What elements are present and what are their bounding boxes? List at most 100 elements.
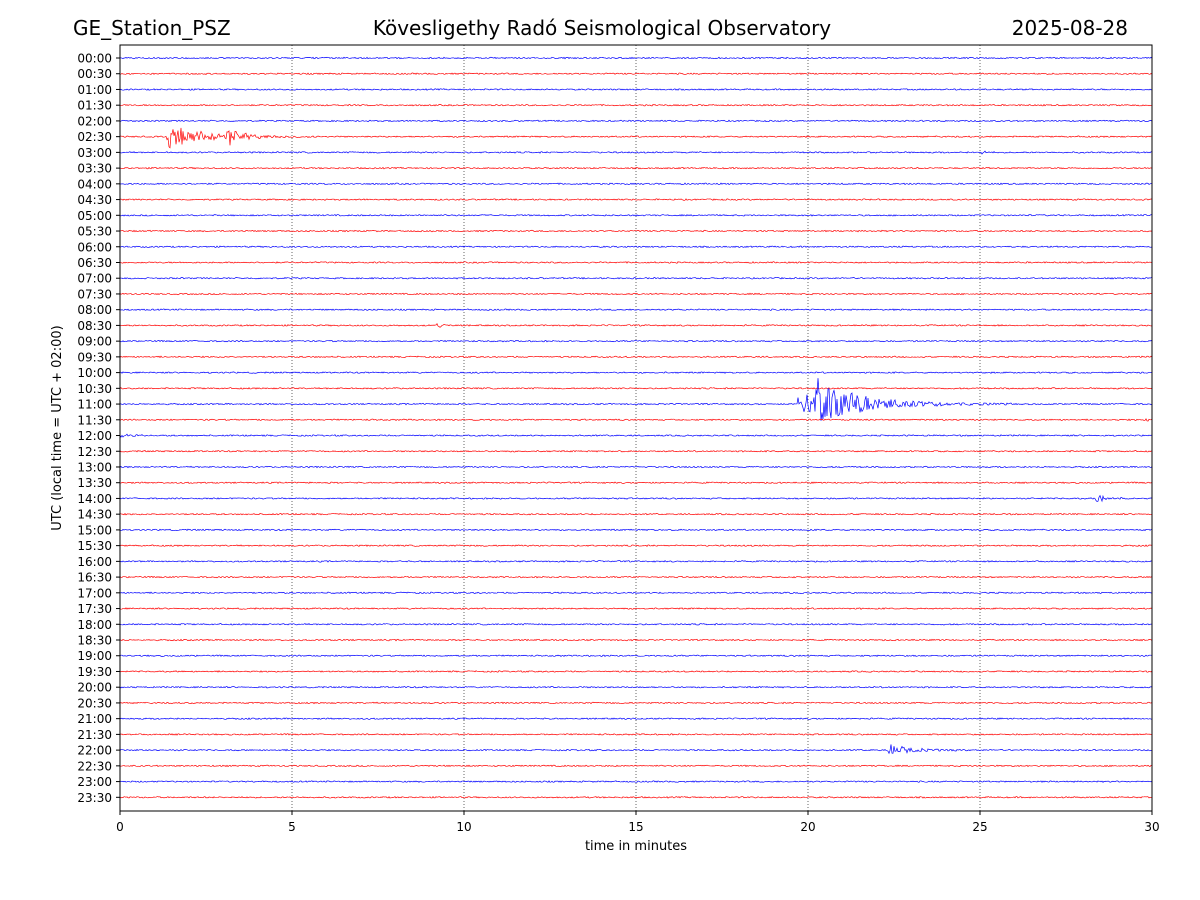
trace-rows	[119, 56, 1153, 799]
y-tick-label: 04:30	[77, 193, 112, 207]
y-tick-label: 03:00	[77, 146, 112, 160]
trace-row	[119, 591, 1153, 595]
trace-row	[119, 150, 1153, 155]
x-tick-label: 15	[628, 820, 643, 834]
y-tick-label: 14:00	[77, 492, 112, 506]
trace-row	[119, 654, 1153, 658]
y-tick-label: 07:30	[77, 287, 112, 301]
y-tick-label: 15:00	[77, 523, 112, 537]
trace-row	[119, 780, 1153, 783]
y-tick-label: 19:00	[77, 649, 112, 663]
x-tick-label: 30	[1144, 820, 1159, 834]
observatory-title: Kövesligethy Radó Seismological Observat…	[372, 16, 832, 40]
y-tick-label: 04:00	[77, 177, 112, 191]
y-tick-label: 22:00	[77, 744, 112, 758]
y-axis-label: UTC (local time = UTC + 02:00)	[50, 325, 65, 530]
x-axis-ticks: 0 5 10 15 20 25 30	[116, 811, 1160, 834]
trace-row	[119, 560, 1153, 563]
trace-row	[119, 88, 1153, 91]
y-tick-label: 14:30	[77, 508, 112, 522]
trace-row	[119, 685, 1153, 689]
y-tick-label: 08:00	[77, 303, 112, 317]
trace-row	[119, 323, 1153, 328]
trace-row	[119, 494, 1153, 503]
trace-row	[119, 103, 1153, 107]
trace-row	[119, 276, 1153, 280]
trace-row	[119, 339, 1153, 343]
trace-row	[119, 701, 1153, 705]
trace-row	[119, 213, 1153, 217]
trace-row	[119, 378, 1153, 421]
trace-row	[119, 465, 1153, 469]
trace-row	[119, 623, 1153, 626]
y-tick-label: 22:30	[77, 759, 112, 773]
station-title: GE_Station_PSZ	[73, 16, 231, 40]
y-tick-label: 03:30	[77, 162, 112, 176]
y-tick-label: 11:00	[77, 398, 112, 412]
x-tick-label: 20	[800, 820, 815, 834]
trace-row	[119, 245, 1153, 249]
y-tick-label: 13:30	[77, 476, 112, 490]
trace-row	[119, 733, 1153, 736]
trace-row	[119, 575, 1153, 579]
trace-row	[119, 229, 1153, 233]
y-tick-label: 15:30	[77, 539, 112, 553]
y-tick-label: 05:00	[77, 209, 112, 223]
y-tick-label: 18:00	[77, 618, 112, 632]
trace-row	[119, 119, 1153, 123]
y-tick-label: 20:30	[77, 696, 112, 710]
y-tick-label: 17:30	[77, 602, 112, 616]
y-tick-label: 23:30	[77, 791, 112, 805]
trace-row	[119, 544, 1153, 547]
x-tick-label: 0	[116, 820, 124, 834]
trace-row	[119, 512, 1153, 516]
trace-row	[119, 433, 1153, 438]
y-tick-label: 11:30	[77, 413, 112, 427]
trace-row	[119, 355, 1153, 359]
trace-row	[119, 744, 1153, 755]
x-tick-label: 5	[288, 820, 296, 834]
trace-row	[119, 308, 1153, 311]
trace-row	[119, 127, 1153, 149]
trace-row	[119, 292, 1153, 296]
trace-row	[119, 796, 1153, 799]
y-tick-label: 01:00	[77, 83, 112, 97]
y-tick-label: 19:30	[77, 665, 112, 679]
x-axis-label: time in minutes	[585, 839, 687, 854]
trace-row	[119, 449, 1153, 453]
trace-row	[119, 638, 1153, 642]
y-tick-label: 17:00	[77, 586, 112, 600]
trace-row	[119, 528, 1153, 532]
x-tick-label: 25	[972, 820, 987, 834]
y-tick-label: 12:00	[77, 429, 112, 443]
y-tick-label: 07:00	[77, 272, 112, 286]
date-title: 2025-08-28	[1011, 16, 1128, 40]
y-tick-label: 16:30	[77, 571, 112, 585]
trace-row	[119, 717, 1153, 720]
y-tick-label: 09:30	[77, 350, 112, 364]
trace-row	[119, 261, 1153, 264]
trace-row	[119, 56, 1153, 60]
trace-row	[119, 182, 1153, 186]
trace-row	[119, 418, 1153, 422]
trace-row	[119, 387, 1153, 390]
trace-row	[119, 481, 1153, 485]
y-tick-label: 06:30	[77, 256, 112, 270]
y-tick-label: 10:30	[77, 382, 112, 396]
y-tick-label: 09:00	[77, 335, 112, 349]
y-tick-label: 18:30	[77, 634, 112, 648]
y-tick-label: 02:00	[77, 114, 112, 128]
y-tick-label: 01:30	[77, 99, 112, 113]
y-tick-label: 00:00	[77, 52, 112, 66]
y-tick-label: 12:30	[77, 445, 112, 459]
trace-row	[119, 166, 1153, 170]
trace-row	[119, 764, 1153, 768]
y-tick-label: 16:00	[77, 555, 112, 569]
y-tick-label: 00:30	[77, 67, 112, 81]
y-tick-label: 13:00	[77, 460, 112, 474]
y-tick-label: 20:00	[77, 681, 112, 695]
y-tick-label: 02:30	[77, 130, 112, 144]
trace-row	[119, 371, 1153, 374]
